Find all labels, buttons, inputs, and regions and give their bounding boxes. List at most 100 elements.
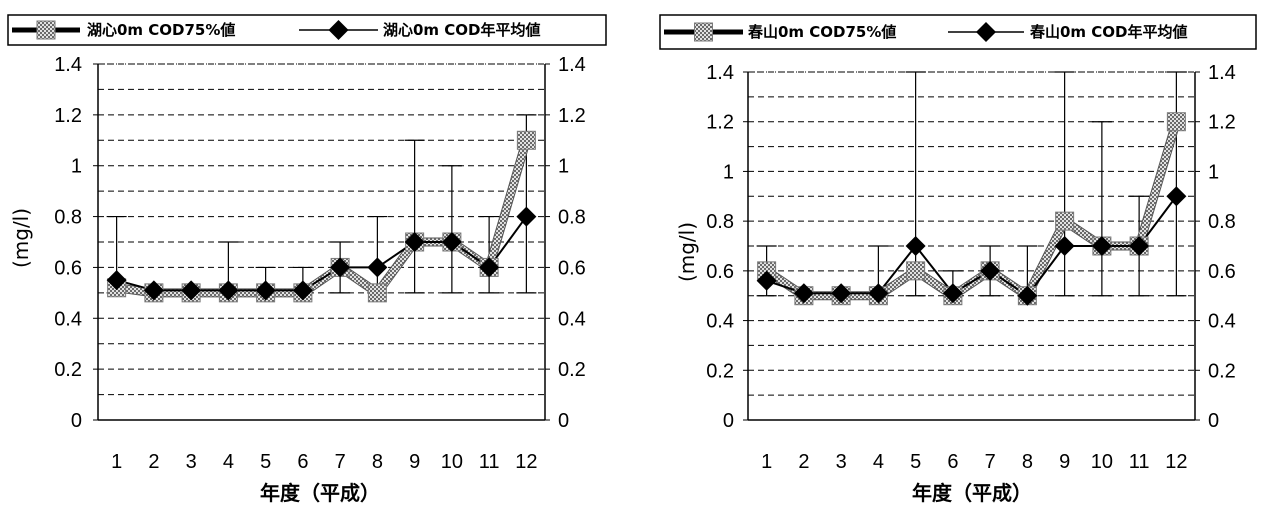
x-tick-label: 8 bbox=[372, 451, 383, 473]
legend-label-mean: 湖心0m COD年平均値 bbox=[383, 21, 541, 39]
series-75pct-point bbox=[906, 261, 926, 281]
series-75pct-point bbox=[367, 283, 387, 303]
y-tick-label-left: 0.8 bbox=[54, 207, 82, 229]
y-tick-label-right: 1.2 bbox=[558, 105, 586, 127]
legend-label-75pct: 湖心0m COD75%値 bbox=[87, 21, 235, 39]
series-mean-point bbox=[181, 280, 202, 301]
y-tick-label-left: 0.6 bbox=[706, 261, 734, 283]
legend-marker-75pct bbox=[36, 20, 56, 40]
y-tick-label-right: 0.8 bbox=[1208, 211, 1236, 233]
x-tick-label: 4 bbox=[873, 451, 884, 473]
x-tick-label: 6 bbox=[297, 451, 308, 473]
y-axis-title: (mg/l) bbox=[675, 222, 699, 282]
y-tick-label-right: 0 bbox=[1208, 410, 1219, 432]
series-mean-point bbox=[793, 283, 814, 304]
y-tick-label-right: 0.4 bbox=[558, 308, 586, 330]
legend-label-75pct: 春山0m COD75%値 bbox=[748, 23, 896, 41]
x-tick-label: 5 bbox=[260, 451, 271, 473]
series-mean-point bbox=[1054, 236, 1075, 256]
x-tick-label: 3 bbox=[836, 451, 847, 473]
series-mean-point bbox=[868, 283, 889, 304]
x-tick-label: 7 bbox=[985, 451, 996, 473]
x-tick-label: 4 bbox=[223, 451, 234, 473]
legend-label-mean: 春山0m COD年平均値 bbox=[1030, 23, 1188, 41]
series-75pct-outline bbox=[764, 120, 1181, 301]
x-tick-label: 11 bbox=[479, 451, 500, 473]
x-tick-label: 11 bbox=[1129, 451, 1150, 473]
series-mean-point bbox=[330, 257, 351, 278]
x-tick-label: 1 bbox=[111, 451, 122, 473]
series-mean-point bbox=[980, 260, 1001, 281]
y-tick-label-right: 1.4 bbox=[1208, 62, 1236, 84]
y-tick-label-left: 0.8 bbox=[706, 211, 734, 233]
series-mean-point bbox=[106, 270, 127, 291]
y-tick-label-right: 0.4 bbox=[1208, 311, 1236, 333]
y-tick-label-left: 0.2 bbox=[54, 359, 82, 381]
y-tick-label-left: 1.4 bbox=[706, 62, 734, 84]
legend-marker-mean bbox=[328, 20, 349, 40]
series-mean-point bbox=[292, 280, 313, 301]
series-mean-point bbox=[942, 283, 963, 304]
series-75pct-point bbox=[1055, 211, 1075, 231]
series-mean-point bbox=[1017, 285, 1038, 306]
y-tick-label-left: 1.2 bbox=[706, 112, 734, 134]
y-tick-label-left: 0.6 bbox=[54, 257, 82, 279]
y-tick-label-right: 0.8 bbox=[558, 207, 586, 229]
series-75pct-point bbox=[516, 130, 536, 150]
series-75pct-line bbox=[764, 120, 1180, 300]
x-tick-label: 6 bbox=[947, 451, 958, 473]
x-tick-label: 2 bbox=[148, 451, 159, 473]
series-mean-point bbox=[255, 280, 276, 301]
x-tick-label: 8 bbox=[1022, 451, 1033, 473]
y-tick-label-right: 0.2 bbox=[558, 359, 586, 381]
y-tick-label-right: 0.6 bbox=[558, 257, 586, 279]
series-mean-point bbox=[905, 236, 926, 256]
series-mean-point bbox=[404, 232, 425, 252]
x-axis-title: 年度（平成） bbox=[912, 481, 1032, 505]
series-mean-point bbox=[218, 280, 239, 301]
x-axis-title: 年度（平成） bbox=[260, 481, 380, 505]
series-mean-point bbox=[1166, 186, 1187, 207]
series-mean-point bbox=[1129, 236, 1150, 256]
y-tick-label-right: 1 bbox=[1208, 161, 1219, 183]
y-tick-label-right: 1.4 bbox=[558, 54, 586, 76]
y-axis-title: (mg/l) bbox=[9, 208, 33, 268]
series-mean-point bbox=[441, 232, 462, 252]
series-mean-point bbox=[143, 280, 164, 301]
x-tick-label: 9 bbox=[1059, 451, 1070, 473]
x-tick-label: 7 bbox=[335, 451, 346, 473]
x-tick-label: 9 bbox=[409, 451, 420, 473]
series-mean-point bbox=[367, 257, 388, 278]
y-tick-label-right: 0 bbox=[558, 410, 569, 432]
x-tick-label: 12 bbox=[1165, 451, 1187, 473]
series-mean-point bbox=[756, 270, 777, 291]
series-mean-point bbox=[831, 283, 852, 304]
y-tick-label-left: 0.4 bbox=[54, 308, 82, 330]
y-tick-label-left: 0 bbox=[723, 410, 734, 432]
y-tick-label-left: 1 bbox=[71, 156, 82, 178]
y-tick-label-left: 1.2 bbox=[54, 105, 82, 127]
y-tick-label-right: 0.2 bbox=[1208, 360, 1236, 382]
series-mean-point bbox=[516, 206, 537, 227]
x-tick-label: 12 bbox=[515, 451, 537, 473]
y-tick-label-left: 1 bbox=[723, 161, 734, 183]
x-tick-label: 2 bbox=[798, 451, 809, 473]
y-tick-label-right: 0.6 bbox=[1208, 261, 1236, 283]
y-tick-label-left: 0.2 bbox=[706, 360, 734, 382]
x-tick-label: 1 bbox=[761, 451, 772, 473]
y-tick-label-right: 1.2 bbox=[1208, 112, 1236, 134]
legend-marker-mean bbox=[976, 22, 996, 42]
legend-marker-75pct bbox=[694, 22, 713, 42]
y-tick-label-left: 1.4 bbox=[54, 54, 82, 76]
series-75pct-point bbox=[1166, 112, 1186, 132]
y-tick-label-left: 0 bbox=[71, 410, 82, 432]
x-tick-label: 3 bbox=[186, 451, 197, 473]
y-tick-label-right: 1 bbox=[558, 156, 569, 178]
x-tick-label: 5 bbox=[910, 451, 921, 473]
series-mean-point bbox=[479, 257, 500, 278]
x-tick-label: 10 bbox=[1091, 451, 1113, 473]
x-tick-label: 10 bbox=[441, 451, 463, 473]
series-mean-point bbox=[1091, 236, 1112, 256]
y-tick-label-left: 0.4 bbox=[706, 311, 734, 333]
